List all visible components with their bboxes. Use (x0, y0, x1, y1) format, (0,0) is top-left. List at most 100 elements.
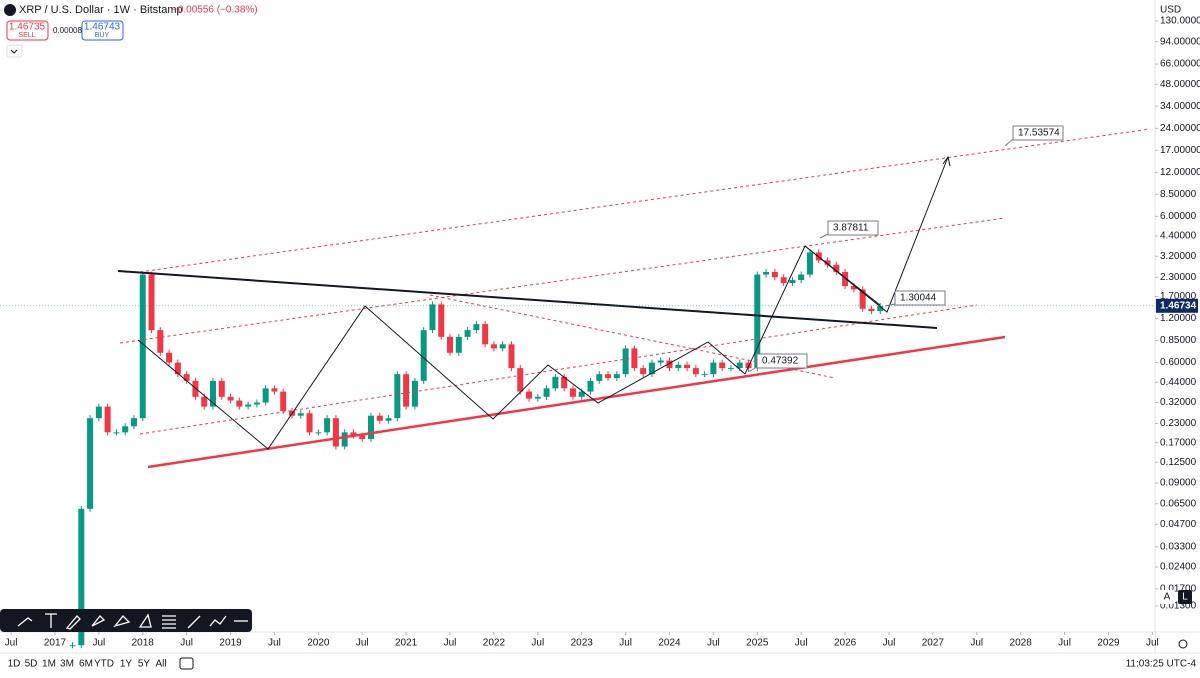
y-tick-label: 4.40000 (1160, 231, 1197, 242)
range-button[interactable]: 1M (42, 659, 56, 670)
sell-button[interactable]: 1.46735 SELL (6, 20, 49, 41)
chevron-icon (10, 49, 18, 54)
candle-body (438, 304, 445, 337)
candle-body (622, 348, 629, 375)
candle-body (95, 406, 102, 419)
arrow-head (942, 155, 951, 167)
candle-body (464, 330, 471, 337)
tool-icon[interactable] (17, 617, 33, 627)
range-button[interactable]: YTD (94, 659, 114, 670)
drawing-toolbar (0, 609, 252, 632)
callout-label: 3.87811 (833, 223, 869, 234)
candle-body (209, 380, 216, 407)
callout-label: 0.47392 (762, 356, 799, 367)
tool-icon[interactable] (138, 613, 152, 628)
candle-body (508, 344, 515, 369)
range-button[interactable]: 3M (60, 659, 74, 670)
x-tick-label: 2024 (658, 638, 681, 649)
y-tick-label: 1.70000 (1160, 291, 1197, 302)
scale-button-label: L (1182, 592, 1188, 603)
candle-body (78, 508, 85, 646)
callout-label: 1.30044 (900, 293, 937, 304)
candle-body (859, 289, 866, 309)
tool-icon[interactable] (91, 615, 106, 627)
support-line (147, 335, 1006, 469)
candle-body (130, 418, 137, 427)
tool-icon[interactable] (162, 615, 176, 629)
x-tick-label: 2020 (307, 638, 330, 649)
range-button[interactable]: All (155, 659, 166, 670)
candle-body (763, 271, 770, 275)
y-tick-label: 0.32000 (1160, 397, 1197, 408)
candle-body (245, 404, 252, 407)
sell-label: SELL (18, 32, 35, 39)
range-button[interactable]: 1Y (120, 659, 133, 670)
candle-body (727, 368, 734, 370)
candle-body (148, 274, 155, 331)
y-tick-label: 0.60000 (1160, 357, 1197, 368)
tool-icon[interactable] (65, 615, 81, 630)
candle-body (613, 374, 620, 379)
candle-body (174, 362, 181, 375)
buy-button[interactable]: 1.46743 BUY (81, 20, 124, 41)
range-button[interactable]: 6M (79, 659, 93, 670)
range-button[interactable]: 5D (25, 659, 38, 670)
y-tick-label: 130.00000 (1160, 16, 1200, 27)
candle-body (684, 364, 691, 369)
y-tick-label: 0.17000 (1160, 437, 1197, 448)
candle-body (482, 324, 489, 345)
candle-body (201, 396, 208, 407)
clock: 11:03:25 UTC-4 (1126, 659, 1197, 670)
x-tick-label: 2027 (922, 638, 945, 649)
y-tick-label: 48.00000 (1160, 79, 1200, 90)
candle-body (429, 304, 436, 331)
candle-body (385, 418, 392, 421)
candle-body (113, 432, 120, 434)
y-tick-label: 1.20000 (1160, 313, 1197, 324)
candle-body (411, 380, 418, 407)
candle-body (253, 402, 260, 405)
range-button[interactable]: 1D (8, 659, 21, 670)
candle-body (543, 388, 550, 397)
candle-body (227, 396, 234, 401)
range-button[interactable]: 5Y (138, 659, 151, 670)
calendar-icon[interactable] (179, 657, 194, 670)
drawings (117, 128, 1151, 469)
candle-body (771, 271, 778, 278)
tool-icon[interactable] (113, 615, 131, 628)
collapse-button[interactable] (6, 44, 23, 58)
candle-body (578, 391, 585, 397)
candle-body (806, 252, 813, 275)
spread: 0.00008 (53, 26, 82, 35)
tool-icon[interactable] (209, 615, 227, 627)
candle-body (850, 286, 857, 290)
buy-label: BUY (95, 32, 110, 39)
candle-body (447, 336, 454, 353)
symbol-title: XRP / U.S. Dollar · 1W · Bitstamp (19, 4, 183, 16)
candle-body (183, 374, 190, 381)
callout-box (827, 220, 879, 236)
candle-body (789, 280, 796, 284)
candle-body (271, 388, 278, 392)
currency-label: USD (1160, 5, 1181, 16)
x-tick-label: Jul (268, 638, 281, 649)
candle-body (710, 362, 717, 375)
candle-body (122, 426, 129, 433)
candle-body (324, 418, 331, 433)
x-tick-label: 2025 (746, 638, 769, 649)
tool-icon[interactable] (45, 613, 57, 628)
x-tick-label: Jul (1146, 638, 1159, 649)
y-tick-label: 66.00000 (1160, 59, 1200, 70)
candle-body (280, 391, 287, 411)
candle-body (315, 432, 322, 434)
tool-icon[interactable] (187, 615, 201, 629)
scale-button[interactable] (1160, 590, 1174, 604)
candle-body (657, 360, 664, 363)
trend-line (804, 245, 881, 306)
last-price-label: 1.46734 (1160, 300, 1197, 311)
scale-button[interactable] (1178, 590, 1192, 604)
candle-body (403, 374, 410, 407)
candles (69, 249, 884, 649)
settings-icon[interactable] (1178, 639, 1188, 649)
x-tick-label: Jul (883, 638, 896, 649)
